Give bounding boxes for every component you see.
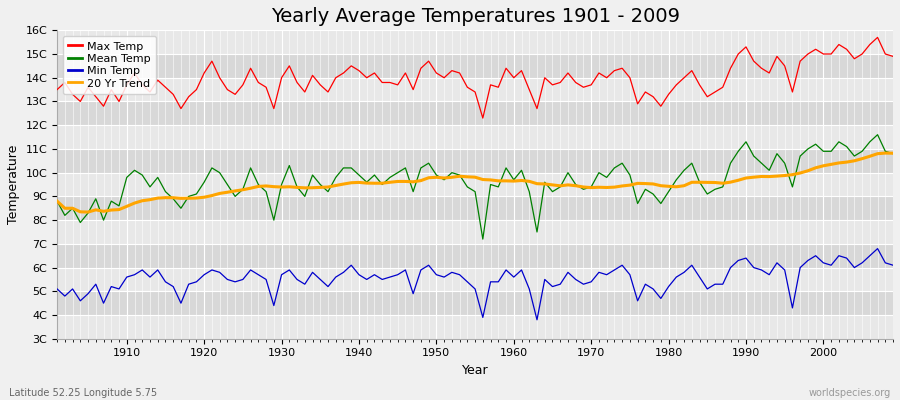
Bar [57,54,893,78]
Bar [57,125,893,149]
Mean Temp [113,204,124,208]
Y-axis label: Temperature: Temperature [7,145,20,224]
Max Temp [508,75,519,80]
Max Temp [284,64,294,68]
Max Temp [872,35,883,40]
Bar [57,149,893,173]
Bar [57,268,893,291]
Bar [57,315,893,339]
Line: Mean Temp: Mean Temp [57,135,893,239]
Min Temp [330,275,341,280]
Bar [57,102,893,125]
Text: worldspecies.org: worldspecies.org [809,388,891,398]
Mean Temp [508,177,519,182]
Text: Latitude 52.25 Longitude 5.75: Latitude 52.25 Longitude 5.75 [9,388,157,398]
Bar [57,30,893,54]
Min Temp [872,246,883,251]
Min Temp [887,263,898,268]
Mean Temp [609,166,620,170]
Mean Temp [872,132,883,137]
Bar [57,291,893,315]
20 Yr Trend [508,179,519,184]
Legend: Max Temp, Mean Temp, Min Temp, 20 Yr Trend: Max Temp, Mean Temp, Min Temp, 20 Yr Tre… [63,36,157,94]
Bar [57,196,893,220]
20 Yr Trend [51,199,62,204]
Line: Min Temp: Min Temp [57,249,893,320]
Min Temp [284,268,294,272]
Mean Temp [51,199,62,204]
20 Yr Trend [122,204,132,209]
Line: 20 Yr Trend: 20 Yr Trend [57,153,893,212]
Max Temp [477,116,488,120]
Bar [57,78,893,102]
Min Temp [532,317,543,322]
Line: Max Temp: Max Temp [57,37,893,118]
Min Temp [609,268,620,272]
20 Yr Trend [887,151,898,156]
20 Yr Trend [83,210,94,214]
20 Yr Trend [609,185,620,190]
Bar [57,244,893,268]
Max Temp [887,54,898,59]
Max Temp [516,68,526,73]
Mean Temp [516,168,526,173]
20 Yr Trend [338,182,349,186]
Mean Temp [477,237,488,242]
Bar [57,220,893,244]
Min Temp [51,286,62,291]
Max Temp [330,75,341,80]
Bar [57,173,893,196]
Mean Temp [284,163,294,168]
Min Temp [500,268,511,272]
20 Yr Trend [516,178,526,183]
Max Temp [113,99,124,104]
Min Temp [508,275,519,280]
Mean Temp [887,151,898,156]
Mean Temp [330,175,341,180]
Min Temp [113,286,124,291]
20 Yr Trend [292,185,302,190]
Max Temp [609,68,620,73]
X-axis label: Year: Year [462,364,489,377]
Max Temp [51,87,62,92]
20 Yr Trend [880,151,891,156]
Title: Yearly Average Temperatures 1901 - 2009: Yearly Average Temperatures 1901 - 2009 [271,7,680,26]
